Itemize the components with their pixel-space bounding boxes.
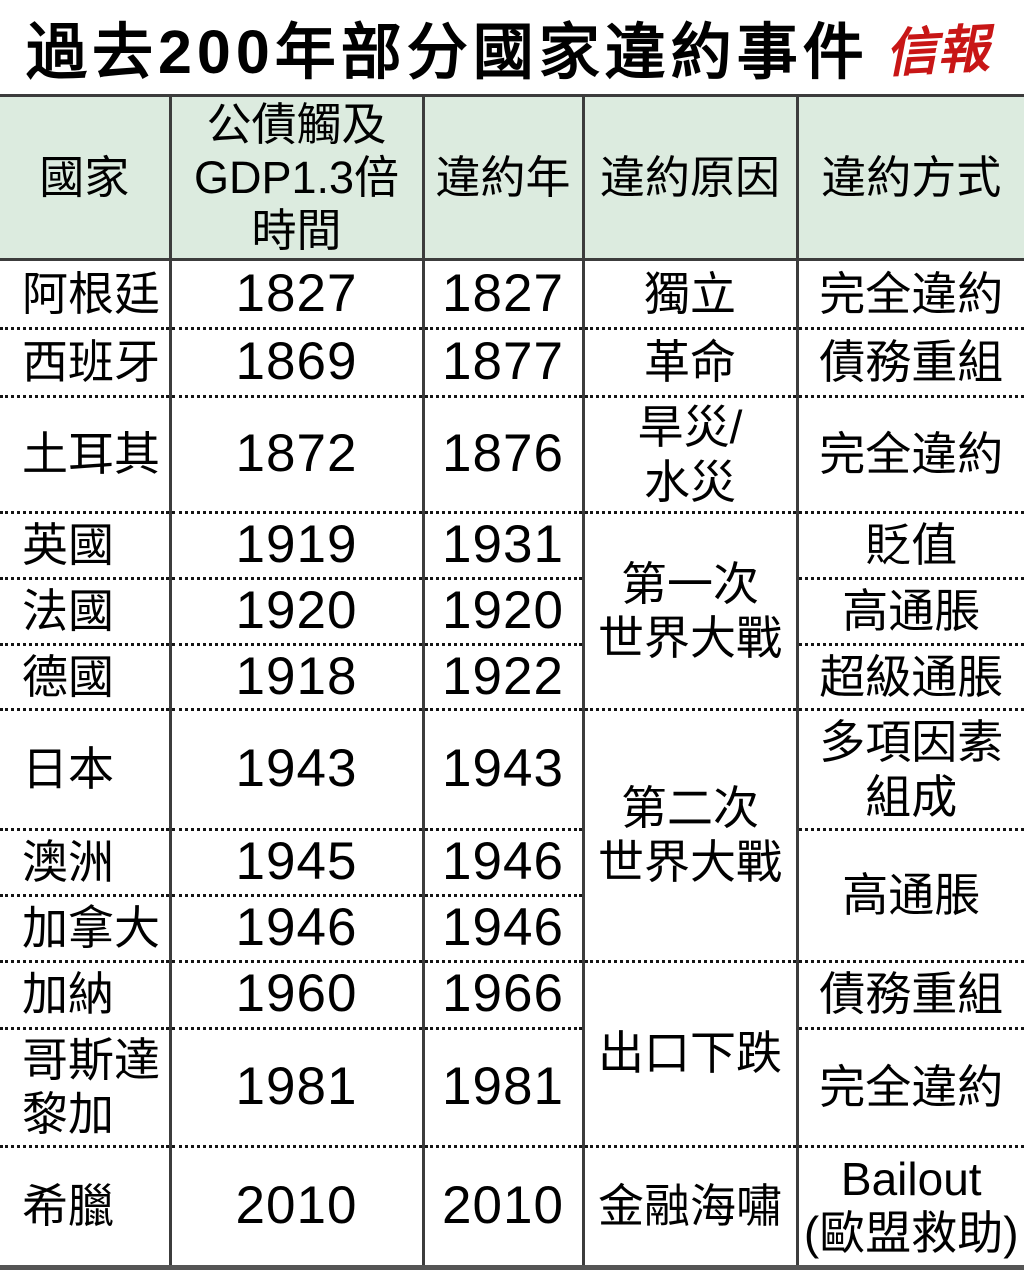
cell-method: 完全違約 [795,1026,1024,1147]
cell-default-year: 1966 [421,959,583,1029]
cell-method: 完全違約 [795,395,1024,513]
cell-method: Bailout (歐盟救助) [795,1144,1024,1268]
cell-method: 貶值 [795,511,1024,579]
cell-reason: 金融海嘯 [581,1144,797,1268]
cell-default-year: 1877 [421,327,583,397]
cell-country: 哥斯達 黎加 [0,1026,170,1147]
cell-default-year: 1920 [421,576,583,645]
cell-method-group-inflation: 高通脹 [795,828,1024,962]
table-row: 德國 1918 1922 超級通脹 [0,642,1024,710]
cell-debt-year: 1981 [168,1026,423,1147]
cell-debt-year: 1945 [168,828,423,896]
cell-reason-group-ww1: 第一次 世界大戰 [581,510,797,710]
cell-country: 英國 [0,511,170,579]
cell-debt-year: 1919 [168,511,423,579]
press-logo: 信報 [883,20,991,84]
table-row: 加拿大 1946 1946 [0,894,1024,962]
cell-default-year: 1946 [421,828,583,896]
cell-debt-year: 2010 [168,1144,423,1268]
table-row: 土耳其 1872 1876 旱災/ 水災 完全違約 [0,395,1024,513]
header-method: 違約方式 [795,95,1024,261]
table-body: 阿根廷 1827 1827 獨立 完全違約 西班牙 1869 1877 革命 債… [0,259,1024,1268]
cell-reason: 革命 [581,327,797,397]
cell-method: 多項因素 組成 [795,708,1024,830]
cell-debt-year: 1946 [168,894,423,962]
cell-default-year: 1981 [421,1026,583,1147]
cell-country: 加拿大 [0,894,170,962]
cell-country: 加納 [0,959,170,1029]
cell-country: 日本 [0,708,170,830]
cell-reason: 旱災/ 水災 [581,395,797,513]
cell-method: 高通脹 [795,576,1024,645]
cell-country: 土耳其 [0,395,170,513]
table-row: 日本 1943 1943 第二次 世界大戰 多項因素 組成 [0,708,1024,962]
cell-debt-year: 1827 [168,259,423,329]
table-row: 英國 1919 1931 第一次 世界大戰 貶值 [0,510,1024,710]
page-title: 過去200年部分國家違約事件 [26,17,869,86]
cell-default-year: 1827 [421,259,583,329]
header-debt-time: 公債觸及 GDP1.3倍 時間 [168,95,423,261]
cell-reason: 獨立 [581,259,797,329]
cell-reason-group-ww2: 第二次 世界大戰 [581,708,797,962]
cell-country: 希臘 [0,1144,170,1268]
cell-debt-year: 1869 [168,327,423,397]
cell-method: 債務重組 [795,959,1024,1029]
table-row: 澳洲 1945 1946 高通脹 [0,828,1024,962]
cell-debt-year: 1920 [168,576,423,645]
title-bar: 過去200年部分國家違約事件 信報 [0,0,1024,94]
cell-default-year: 1946 [421,894,583,962]
table-header: 國家 公債觸及 GDP1.3倍 時間 違約年 違約原因 違約方式 [0,95,1024,261]
cell-debt-year: 1872 [168,395,423,513]
cell-country: 法國 [0,576,170,645]
cell-default-year: 1922 [421,642,583,710]
table-row: 希臘 2010 2010 金融海嘯 Bailout (歐盟救助) [0,1144,1024,1268]
cell-debt-year: 1943 [168,708,423,830]
header-row: 國家 公債觸及 GDP1.3倍 時間 違約年 違約原因 違約方式 [0,95,1024,261]
header-country: 國家 [0,95,170,261]
cell-country: 西班牙 [0,327,170,397]
defaults-table: 國家 公債觸及 GDP1.3倍 時間 違約年 違約原因 違約方式 阿根廷 182… [0,94,1024,1270]
header-default-year: 違約年 [421,95,583,261]
cell-default-year: 1876 [421,395,583,513]
table-row: 西班牙 1869 1877 革命 債務重組 [0,327,1024,397]
table-row: 阿根廷 1827 1827 獨立 完全違約 [0,259,1024,329]
cell-method: 完全違約 [795,259,1024,329]
table-row: 法國 1920 1920 高通脹 [0,576,1024,645]
cell-debt-year: 1960 [168,959,423,1029]
cell-default-year: 1943 [421,708,583,830]
cell-country: 阿根廷 [22,267,160,320]
table-row: 哥斯達 黎加 1981 1981 完全違約 [0,1026,1024,1147]
cell-country: 德國 [0,642,170,710]
cell-country: 澳洲 [0,828,170,896]
table-row: 加納 1960 1966 出口下跌 債務重組 [0,959,1024,1147]
cell-method: 超級通脹 [795,642,1024,710]
header-reason: 違約原因 [581,95,797,261]
cell-reason-group-exports: 出口下跌 [581,959,797,1147]
cell-debt-year: 1918 [168,642,423,710]
cell-default-year: 1931 [421,511,583,579]
cell-default-year: 2010 [421,1144,583,1268]
cell-method: 債務重組 [795,327,1024,397]
